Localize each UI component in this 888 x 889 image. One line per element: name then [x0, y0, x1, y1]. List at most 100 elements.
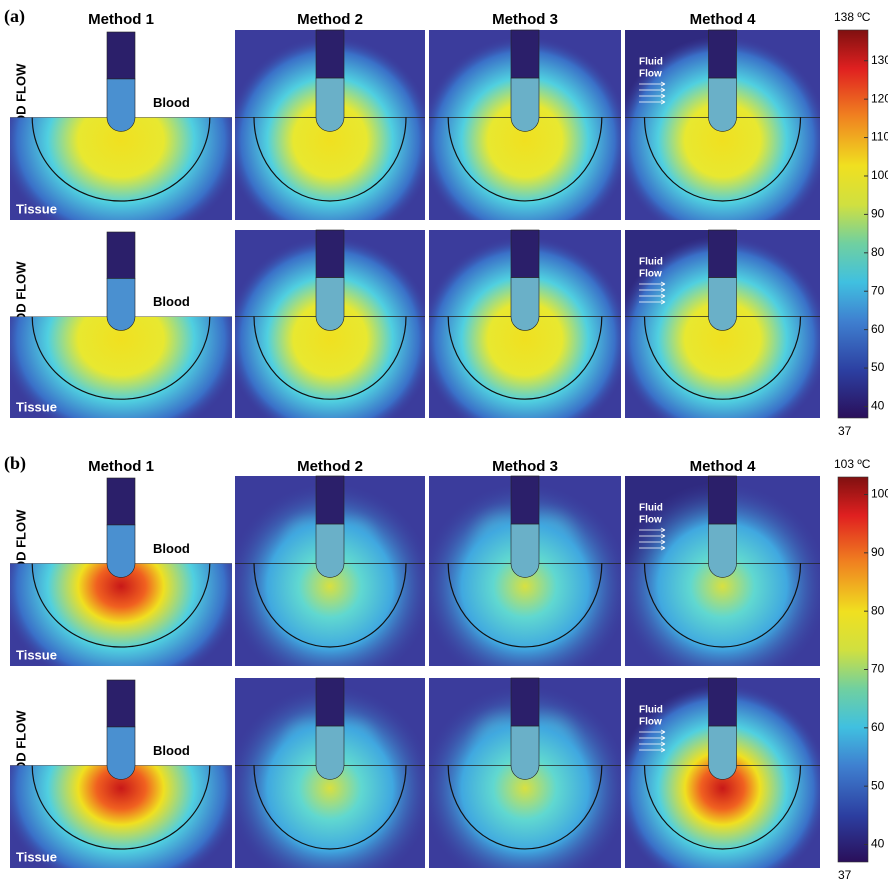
colorbar-tick-label: 100	[871, 168, 888, 182]
flow-arrow	[639, 539, 666, 545]
blood-label: Blood	[153, 95, 190, 110]
cell-content	[10, 117, 232, 220]
blood-label: Blood	[153, 743, 190, 758]
colorbar-tick-label: 120	[871, 91, 888, 105]
cell-content	[625, 30, 820, 220]
heatmap-cell	[625, 677, 820, 868]
probe-shaft	[510, 29, 540, 79]
lesion-boundary	[253, 765, 407, 850]
blood-label: Blood	[153, 294, 190, 309]
lesion-boundary	[643, 765, 802, 850]
colorbar-tick-label: 100	[871, 487, 888, 501]
flow-arrow	[639, 299, 666, 305]
colorbar-tick-label: 110	[871, 130, 888, 144]
flow-arrow	[639, 533, 666, 539]
flow-arrow	[639, 287, 666, 293]
heatmap-cell	[235, 29, 425, 220]
heatmap-cell	[235, 229, 425, 418]
probe-shaft	[315, 475, 345, 525]
flow-arrow	[639, 93, 666, 99]
heatmap-cell	[429, 475, 621, 666]
probe-shaft	[315, 677, 345, 727]
flow-arrow	[639, 281, 666, 287]
colorbar-tick-label: 90	[871, 207, 885, 221]
probe-shaft	[708, 229, 737, 278]
method-title: Method 2	[297, 11, 363, 28]
tissue-label: Tissue	[16, 647, 57, 662]
lesion-boundary	[31, 563, 211, 648]
method-title: Method 2	[297, 458, 363, 475]
heatmap-cell	[10, 679, 232, 869]
probe-tip	[315, 523, 345, 578]
probe-shaft	[106, 31, 136, 80]
probe-tip	[708, 277, 737, 331]
heatmap-cell	[625, 229, 820, 418]
colorbar-min: 37	[838, 424, 852, 438]
flow-label: Flow	[639, 269, 662, 280]
heat-zone	[10, 765, 232, 869]
flow-arrow	[639, 293, 666, 299]
colorbar-tick-label: 50	[871, 778, 885, 792]
flow-label: Flow	[639, 69, 662, 80]
flow-arrow	[639, 545, 666, 551]
heatmap-cell	[625, 29, 820, 220]
heat-zone	[10, 563, 232, 667]
probe-tip	[510, 77, 540, 132]
heatmap-cell	[235, 475, 425, 666]
lesion-boundary	[253, 563, 407, 648]
lesion-boundary	[643, 316, 802, 400]
cell-content	[10, 316, 232, 419]
probe-shaft	[315, 29, 345, 79]
lesion-boundary	[643, 117, 802, 202]
probe-tip	[315, 277, 345, 331]
lesion-boundary	[447, 117, 603, 202]
heatmap-cell	[10, 477, 232, 667]
colorbar	[837, 476, 869, 863]
colorbar-tick-label: 130	[871, 53, 888, 67]
panel-label: (a)	[4, 6, 25, 27]
blood-label: Blood	[153, 541, 190, 556]
colorbar-tick-label: 80	[871, 245, 885, 259]
lesion-boundary	[447, 563, 603, 648]
probe-shaft	[106, 477, 136, 526]
flow-arrow	[639, 87, 666, 93]
probe-shaft	[708, 677, 737, 727]
probe-tip	[106, 726, 136, 780]
lesion-boundary	[253, 117, 407, 202]
fluid-label: Fluid	[639, 503, 663, 514]
probe-shaft	[708, 29, 737, 79]
colorbar-max: 103 ºC	[834, 457, 871, 471]
heatmap-cell	[429, 677, 621, 868]
probe-tip	[510, 523, 540, 578]
probe-tip	[708, 523, 737, 578]
method-title: Method 3	[492, 11, 558, 28]
heatmap-cell	[625, 475, 820, 666]
lesion-boundary	[447, 316, 603, 400]
colorbar-max: 138 ºC	[834, 10, 871, 24]
colorbar-tick-label: 60	[871, 322, 885, 336]
probe-shaft	[510, 229, 540, 278]
colorbar-tick-label: 40	[871, 837, 885, 851]
heatmap-cell	[10, 231, 232, 419]
flow-label: Flow	[639, 515, 662, 526]
lesion-boundary	[31, 117, 211, 202]
flow-arrow	[639, 527, 666, 533]
colorbar-tick-label: 50	[871, 360, 885, 374]
probe-tip	[510, 725, 540, 780]
probe-tip	[106, 278, 136, 331]
colorbar-tick-label: 40	[871, 399, 885, 413]
fluid-label: Fluid	[639, 705, 663, 716]
panel-label: (b)	[4, 453, 26, 474]
colorbar-tick-label: 80	[871, 603, 885, 617]
lesion-boundary	[31, 765, 211, 850]
method-title: Method 1	[88, 458, 154, 475]
probe-shaft	[510, 475, 540, 525]
heat-zone	[10, 316, 232, 419]
colorbar	[837, 29, 869, 419]
probe-tip	[708, 725, 737, 780]
lesion-boundary	[643, 563, 802, 648]
flow-arrow	[639, 741, 666, 747]
probe-shaft	[315, 229, 345, 278]
heatmap-cell	[429, 29, 621, 220]
